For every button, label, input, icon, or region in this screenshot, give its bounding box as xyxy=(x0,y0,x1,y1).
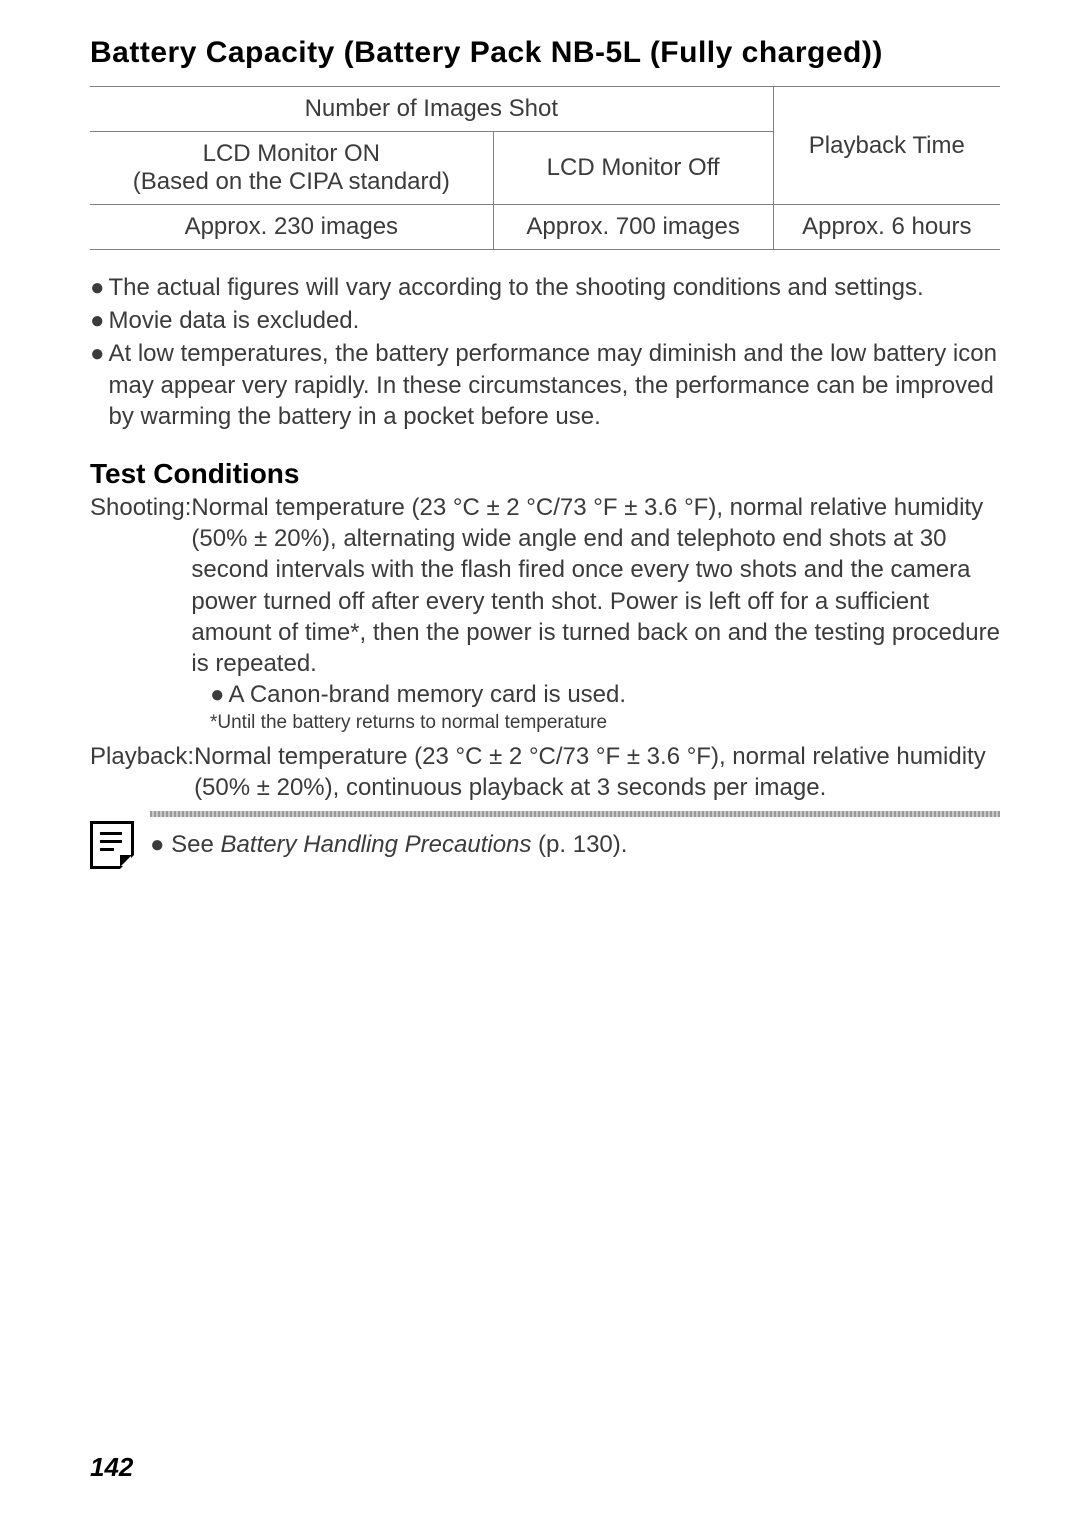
shooting-footnote: *Until the battery returns to normal tem… xyxy=(210,712,1000,735)
page-title: Battery Capacity (Battery Pack NB-5L (Fu… xyxy=(90,36,1000,70)
note-text: The actual figures will vary according t… xyxy=(109,272,924,303)
bullet-icon: ● xyxy=(90,272,109,303)
bullet-icon: ● xyxy=(90,338,109,432)
sub-bullet-text: A Canon-brand memory card is used. xyxy=(229,679,627,710)
shooting-body: Normal temperature (23 °C ± 2 °C/73 °F ±… xyxy=(191,492,1000,679)
notes-list: ● The actual figures will vary according… xyxy=(90,272,1000,432)
table-header-group: Number of Images Shot xyxy=(90,87,773,132)
bullet-icon: ● xyxy=(210,679,229,710)
divider xyxy=(150,811,1000,817)
page-number: 142 xyxy=(90,1452,133,1483)
note-prefix: ● See xyxy=(150,831,221,858)
shooting-conditions: Shooting: Normal temperature (23 °C ± 2 … xyxy=(90,492,1000,679)
table-header-lcd-off: LCD Monitor Off xyxy=(493,132,773,205)
section-heading: Test Conditions xyxy=(90,458,1000,490)
playback-label: Playback: xyxy=(90,741,194,803)
shooting-label: Shooting: xyxy=(90,492,191,679)
playback-conditions: Playback: Normal temperature (23 °C ± 2 … xyxy=(90,741,1000,803)
manual-page: Battery Capacity (Battery Pack NB-5L (Fu… xyxy=(0,0,1080,1523)
reference-text: ● See Battery Handling Precautions (p. 1… xyxy=(150,831,627,859)
shooting-sub-bullet: ● A Canon-brand memory card is used. xyxy=(210,679,1000,710)
cell-lcd-off: Approx. 700 images xyxy=(493,205,773,250)
bullet-icon: ● xyxy=(90,305,109,336)
cell-playback: Approx. 6 hours xyxy=(773,205,1000,250)
table-header-playback: Playback Time xyxy=(773,87,1000,205)
note-italic: Battery Handling Precautions xyxy=(221,831,532,858)
document-icon xyxy=(90,821,134,869)
table-header-lcd-on: LCD Monitor ON (Based on the CIPA standa… xyxy=(90,132,493,205)
note-suffix: (p. 130). xyxy=(531,831,627,858)
note-text: Movie data is excluded. xyxy=(109,305,360,336)
battery-capacity-table: Number of Images Shot Playback Time LCD … xyxy=(90,86,1000,250)
cell-lcd-on: Approx. 230 images xyxy=(90,205,493,250)
list-item: ● Movie data is excluded. xyxy=(90,305,1000,336)
list-item: ● The actual figures will vary according… xyxy=(90,272,1000,303)
table-row: Approx. 230 images Approx. 700 images Ap… xyxy=(90,205,1000,250)
note-text: At low temperatures, the battery perform… xyxy=(109,338,1001,432)
list-item: ● At low temperatures, the battery perfo… xyxy=(90,338,1000,432)
playback-body: Normal temperature (23 °C ± 2 °C/73 °F ±… xyxy=(194,741,1000,803)
reference-note: ● See Battery Handling Precautions (p. 1… xyxy=(90,811,1000,869)
